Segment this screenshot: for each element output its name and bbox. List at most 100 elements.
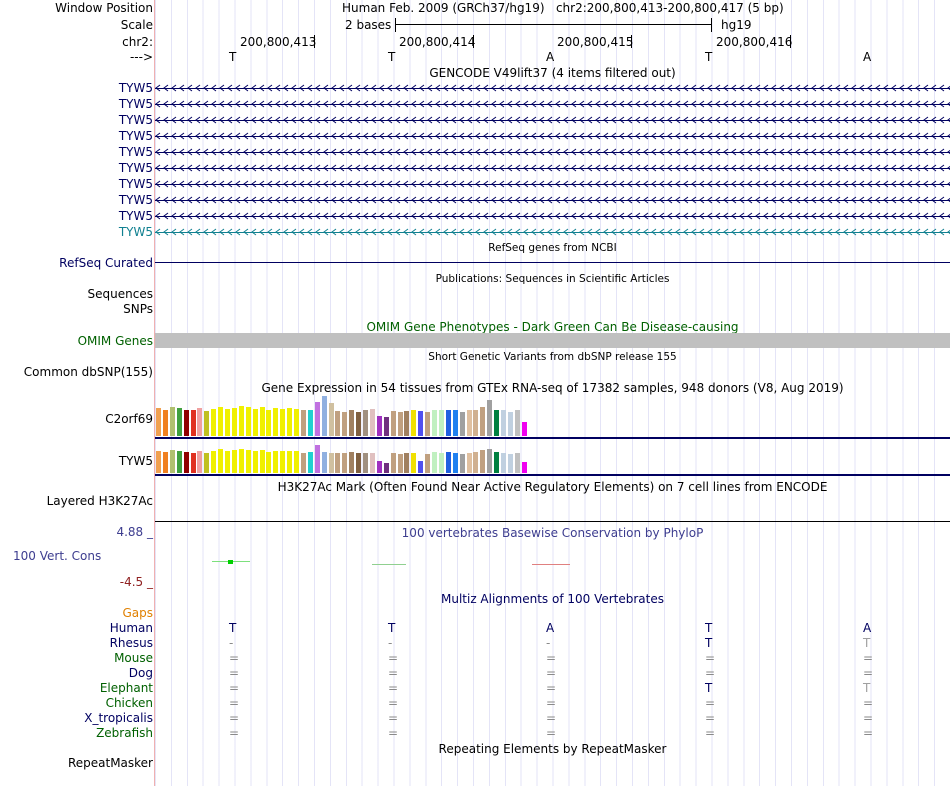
gtex-tissue-bar[interactable] (328, 403, 334, 436)
gtex-tissue-bar[interactable] (204, 411, 210, 436)
gencode-transcript-line[interactable] (155, 129, 950, 143)
gencode-transcript-label[interactable]: TYW5 (118, 225, 153, 239)
gtex-tissue-bar[interactable] (197, 451, 203, 473)
gtex-tissue-bar[interactable] (287, 408, 293, 436)
gtex-tissue-bar[interactable] (397, 412, 403, 436)
gtex-tissue-bar[interactable] (335, 411, 341, 436)
gtex-tissue-bar[interactable] (397, 454, 403, 473)
gtex-tissue-bar[interactable] (280, 451, 286, 473)
dbsnp-label[interactable]: Common dbSNP(155) (23, 365, 153, 379)
gencode-transcript-label[interactable]: TYW5 (118, 129, 153, 143)
gtex-tissue-bar[interactable] (383, 463, 389, 473)
gtex-tissue-bar[interactable] (280, 409, 286, 436)
gtex-tissue-bar[interactable] (473, 410, 479, 436)
gtex-tissue-bar[interactable] (335, 453, 341, 473)
gtex-tissue-bar[interactable] (321, 452, 327, 473)
gtex-tissue-bar[interactable] (411, 453, 417, 473)
gtex-tissue-bar[interactable] (245, 450, 251, 473)
phylop-label[interactable]: 100 Vert. Cons (13, 549, 102, 563)
gtex-tissue-bar[interactable] (390, 453, 396, 473)
gtex-tissue-bar[interactable] (259, 450, 265, 473)
gencode-track-title[interactable]: GENCODE V49lift37 (4 items filtered out) (429, 66, 676, 80)
gtex-tissue-bar[interactable] (183, 452, 189, 473)
gtex-tissue-bar[interactable] (245, 407, 251, 436)
gtex-tissue-bar[interactable] (211, 409, 217, 436)
omim-gene-block[interactable] (155, 333, 950, 348)
omim-label[interactable]: OMIM Genes (77, 334, 153, 348)
publications-label-snps[interactable]: SNPs (123, 302, 153, 316)
gtex-tissue-bar[interactable] (404, 453, 410, 473)
gtex-tissue-bar[interactable] (521, 462, 527, 473)
gtex-tissue-bar[interactable] (425, 412, 431, 436)
gtex-tissue-bar[interactable] (356, 412, 362, 436)
gtex-tissue-bar[interactable] (466, 453, 472, 473)
multiz-species-label[interactable]: X_tropicalis (84, 711, 153, 725)
gtex-bars-c2orf69[interactable] (155, 396, 950, 436)
multiz-species-label[interactable]: Mouse (114, 651, 153, 665)
gencode-transcript-line[interactable] (155, 161, 950, 175)
gtex-tissue-bar[interactable] (363, 410, 368, 436)
gtex-tissue-bar[interactable] (349, 452, 355, 473)
gtex-tissue-bar[interactable] (507, 454, 513, 473)
gencode-transcript-label[interactable]: TYW5 (118, 177, 153, 191)
gtex-tissue-bar[interactable] (514, 410, 520, 436)
dbsnp-track-title[interactable]: Short Genetic Variants from dbSNP releas… (428, 351, 677, 363)
gtex-tissue-bar[interactable] (238, 449, 244, 473)
gtex-tissue-bar[interactable] (445, 410, 451, 436)
publications-label-sequences[interactable]: Sequences (87, 287, 153, 301)
gtex-tissue-bar[interactable] (480, 450, 486, 473)
gtex-tissue-bar[interactable] (218, 449, 224, 473)
multiz-gaps-label[interactable]: Gaps (122, 606, 153, 620)
refseq-label[interactable]: RefSeq Curated (59, 256, 153, 270)
gencode-transcript-line[interactable] (155, 209, 950, 223)
gtex-tissue-bar[interactable] (349, 410, 355, 436)
gtex-tissue-bar[interactable] (294, 409, 299, 436)
publications-track-title[interactable]: Publications: Sequences in Scientific Ar… (435, 273, 670, 285)
multiz-species-label[interactable]: Chicken (105, 696, 153, 710)
gtex-tissue-bar[interactable] (363, 453, 368, 473)
gtex-tissue-bar[interactable] (314, 445, 320, 473)
gtex-tissue-bar[interactable] (259, 407, 265, 436)
gtex-tissue-bar[interactable] (376, 416, 382, 436)
gtex-tissue-bar[interactable] (294, 451, 299, 473)
gtex-gene-label-tyw5[interactable]: TYW5 (118, 454, 153, 468)
gtex-tissue-bar[interactable] (404, 411, 410, 436)
gencode-transcript-label[interactable]: TYW5 (118, 145, 153, 159)
gtex-tissue-bar[interactable] (432, 410, 437, 436)
gtex-tissue-bar[interactable] (162, 410, 168, 436)
h3k27ac-label[interactable]: Layered H3K27Ac (46, 494, 153, 508)
gtex-tissue-bar[interactable] (225, 451, 230, 473)
gtex-tissue-bar[interactable] (376, 461, 382, 473)
gtex-tissue-bar[interactable] (252, 451, 258, 473)
gtex-tissue-bar[interactable] (487, 400, 493, 436)
gtex-tissue-bar[interactable] (356, 453, 362, 473)
gtex-tissue-bar[interactable] (438, 453, 444, 473)
gencode-transcript-line[interactable] (155, 113, 950, 127)
gtex-tissue-bar[interactable] (266, 452, 272, 473)
multiz-species-label[interactable]: Rhesus (109, 636, 153, 650)
gtex-tissue-bar[interactable] (211, 451, 217, 473)
refseq-track-title[interactable]: RefSeq genes from NCBI (488, 242, 617, 254)
gtex-tissue-bar[interactable] (273, 408, 279, 436)
gtex-tissue-bar[interactable] (494, 410, 500, 436)
gtex-tissue-bar[interactable] (169, 407, 175, 436)
window-position-value[interactable]: Human Feb. 2009 (GRCh37/hg19) chr2:200,8… (342, 1, 784, 15)
repeatmasker-label[interactable]: RepeatMasker (67, 756, 153, 770)
gtex-tissue-bar[interactable] (225, 409, 230, 436)
gtex-bars-tyw5[interactable] (155, 441, 950, 473)
gtex-tissue-bar[interactable] (252, 409, 258, 436)
gtex-tissue-bar[interactable] (238, 406, 244, 436)
gtex-tissue-bar[interactable] (459, 454, 465, 473)
gtex-tissue-bar[interactable] (432, 452, 437, 473)
gtex-tissue-bar[interactable] (321, 396, 327, 436)
gencode-transcript-label[interactable]: TYW5 (118, 193, 153, 207)
gencode-transcript-label[interactable]: TYW5 (118, 97, 153, 111)
gtex-tissue-bar[interactable] (287, 451, 293, 473)
gtex-tissue-bar[interactable] (197, 408, 203, 436)
gtex-tissue-bar[interactable] (383, 417, 389, 436)
omim-track-title[interactable]: OMIM Gene Phenotypes - Dark Green Can Be… (366, 320, 739, 334)
gtex-tissue-bar[interactable] (231, 450, 237, 473)
phylop-track-title[interactable]: 100 vertebrates Basewise Conservation by… (401, 526, 704, 540)
gtex-tissue-bar[interactable] (514, 453, 520, 473)
gtex-tissue-bar[interactable] (369, 409, 375, 436)
